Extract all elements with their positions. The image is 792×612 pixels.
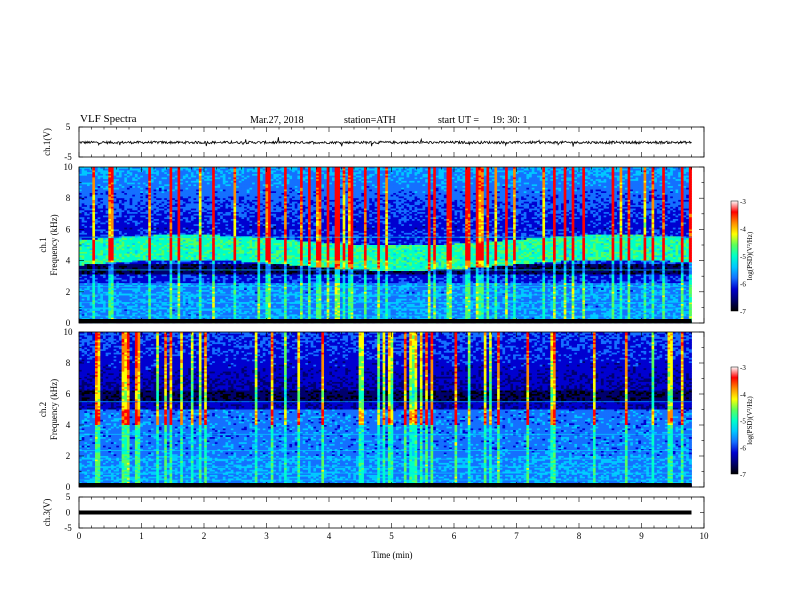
y-tick-label: 5: [66, 122, 71, 132]
y-axis-label: ch.1(V): [42, 128, 52, 156]
waveform-trace: [79, 137, 692, 146]
y-tick-label: -5: [64, 152, 72, 162]
ch1-waveform-panel: 5 -5 ch.1(V): [42, 122, 704, 162]
spectrogram-cells: [79, 167, 692, 323]
